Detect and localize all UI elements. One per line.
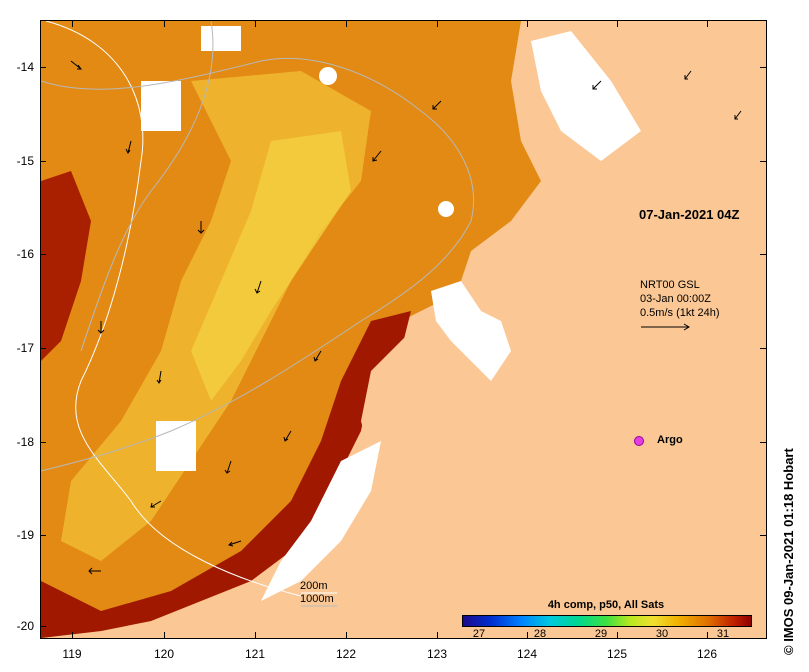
colorbar-tick: 31 (716, 628, 730, 640)
y-tick (760, 67, 766, 68)
y-tick (760, 535, 766, 536)
no-data-patch (431, 281, 511, 381)
current-scale-arrow (641, 323, 690, 331)
sst-cool-core (191, 131, 351, 401)
current-legend-source: NRT00 GSL (640, 279, 700, 291)
current-legend: NRT00 GSL 03-Jan 00:00Z 0.5m/s (1kt 24h) (640, 278, 719, 320)
y-tick (40, 626, 46, 627)
y-tick-label: -16 (16, 247, 34, 261)
y-tick-label: -15 (16, 154, 34, 168)
x-tick (255, 21, 256, 27)
no-data-patch (438, 201, 454, 217)
x-tick (707, 21, 708, 27)
argo-label: Argo (657, 434, 683, 446)
colorbar-tick: 30 (655, 628, 669, 640)
y-tick (40, 254, 46, 255)
x-tick (527, 632, 528, 638)
colorbar (462, 615, 752, 627)
x-tick (437, 21, 438, 27)
x-tick (72, 21, 73, 27)
contour-legend-200m: 200m (300, 580, 328, 592)
x-tick (617, 632, 618, 638)
current-legend-time: 03-Jan 00:00Z (640, 293, 711, 305)
colorbar-tick: 28 (533, 628, 547, 640)
no-data-patch (201, 26, 241, 51)
x-tick (72, 632, 73, 638)
y-tick (760, 348, 766, 349)
contour-legend-1000m: 1000m (300, 593, 334, 605)
y-tick-label: -20 (16, 619, 34, 633)
no-data-patch (141, 81, 181, 131)
current-vectors (70, 60, 742, 575)
x-tick (707, 632, 708, 638)
colorbar-title-visible: 4h comp, p50, All Sats (462, 599, 750, 611)
y-tick (760, 161, 766, 162)
y-tick (40, 348, 46, 349)
x-tick (346, 21, 347, 27)
x-tick-label: 120 (153, 647, 175, 661)
no-data-patch (261, 441, 381, 601)
y-tick (760, 254, 766, 255)
x-tick (617, 21, 618, 27)
x-tick-label: 121 (244, 647, 266, 661)
y-tick-label: -19 (16, 528, 34, 542)
y-tick (40, 67, 46, 68)
y-tick-label: -17 (16, 341, 34, 355)
x-tick-label: 125 (606, 647, 628, 661)
no-data-patch (531, 31, 641, 161)
contour-1000m (41, 58, 475, 472)
colorbar-tick: 29 (594, 628, 608, 640)
x-tick-label: 123 (426, 647, 448, 661)
x-tick (346, 632, 347, 638)
x-tick-label: 119 (62, 647, 82, 661)
date-stamp: 07-Jan-2021 04Z (639, 207, 740, 222)
x-tick-label: 126 (696, 647, 718, 661)
contour-1000m (80, 21, 214, 352)
y-tick-label: -18 (16, 435, 34, 449)
contour-200m (45, 21, 302, 597)
x-tick (164, 632, 165, 638)
land-mass (301, 21, 766, 638)
colorbar-tick: 27 (472, 628, 486, 640)
y-tick (40, 535, 46, 536)
x-tick (164, 21, 165, 27)
y-tick (40, 442, 46, 443)
x-tick (527, 21, 528, 27)
x-tick (255, 632, 256, 638)
sst-map (40, 20, 767, 639)
sst-map-canvas (41, 21, 766, 638)
credit-text: © IMOS 09-Jan-2021 01:18 Hobart (781, 448, 796, 655)
x-tick (437, 632, 438, 638)
no-data-patch (319, 67, 337, 85)
y-tick (40, 161, 46, 162)
x-tick-label: 122 (335, 647, 357, 661)
y-tick (760, 442, 766, 443)
y-tick-label: -14 (16, 60, 34, 74)
x-tick-label: 124 (516, 647, 538, 661)
argo-float-marker[interactable] (634, 436, 644, 446)
sst-hot-west (41, 171, 91, 361)
contour-legend: 200m 1000m (300, 580, 334, 606)
current-legend-scale: 0.5m/s (1kt 24h) (640, 307, 720, 319)
